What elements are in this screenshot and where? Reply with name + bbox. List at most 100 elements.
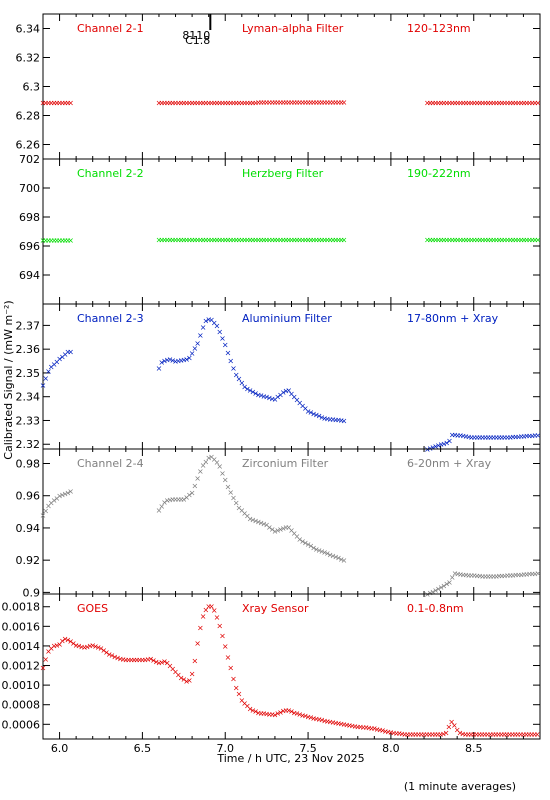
data-point: ×	[269, 235, 276, 244]
data-point: ×	[208, 235, 215, 244]
data-point: ×	[263, 393, 270, 402]
data-point: ×	[360, 723, 367, 732]
data-point: ×	[236, 98, 243, 107]
data-point: ×	[332, 415, 339, 424]
data-point: ×	[186, 98, 193, 107]
data-point: ×	[534, 98, 541, 107]
data-point: ×	[186, 354, 193, 363]
data-point: ×	[139, 656, 146, 665]
panel-label: GOES	[77, 602, 108, 615]
data-point: ×	[67, 637, 74, 646]
data-point: ×	[321, 716, 328, 725]
data-point: ×	[172, 98, 179, 107]
data-point: ×	[269, 394, 276, 403]
data-point: ×	[319, 235, 326, 244]
data-point: ×	[534, 730, 541, 739]
data-point: ×	[294, 98, 301, 107]
y-tick-label: 698	[19, 211, 40, 224]
data-point: ×	[501, 98, 508, 107]
data-point: ×	[183, 677, 190, 686]
data-point: ×	[460, 98, 467, 107]
data-point: ×	[76, 642, 83, 651]
data-point: ×	[460, 570, 467, 579]
data-point: ×	[180, 98, 187, 107]
data-point: ×	[468, 98, 475, 107]
data-point: ×	[435, 98, 442, 107]
data-point: ×	[172, 667, 179, 676]
data-point: ×	[244, 512, 251, 521]
data-point: ×	[167, 355, 174, 364]
chart-panels: 6.26 6.28 6.3 6.32 6.34 Channel 2-1 Lyman-alph…	[2, 13, 541, 755]
data-point: ×	[214, 98, 221, 107]
data-point: ×	[269, 98, 276, 107]
data-point: ×	[437, 730, 444, 739]
data-point: ×	[330, 551, 337, 560]
y-tick-label: 696	[19, 240, 40, 253]
y-tick-label: 0.9	[23, 586, 41, 599]
data-point: ×	[261, 235, 268, 244]
data-point: ×	[401, 730, 408, 739]
data-point: ×	[399, 729, 406, 738]
data-point: ×	[441, 439, 448, 448]
data-point: ×	[230, 98, 237, 107]
data-point: ×	[172, 235, 179, 244]
data-point: ×	[244, 384, 251, 393]
data-point: ×	[521, 570, 528, 579]
data-point: ×	[230, 364, 237, 373]
data-point: ×	[252, 235, 259, 244]
data-point: ×	[269, 710, 276, 719]
data-point: ×	[474, 571, 481, 580]
data-point: ×	[468, 433, 475, 442]
data-point: ×	[532, 431, 539, 440]
data-point: ×	[479, 730, 486, 739]
data-point: ×	[67, 348, 74, 357]
x-axis-label: Time / h UTC, 23 Nov 2025	[216, 752, 364, 765]
data-point: ×	[313, 545, 320, 554]
data-point: ×	[48, 98, 55, 107]
data-point: ×	[512, 235, 519, 244]
data-point: ×	[474, 433, 481, 442]
flare-marker-label-1: 8110	[182, 29, 210, 42]
data-point: ×	[482, 235, 489, 244]
data-point: ×	[219, 632, 226, 641]
data-point: ×	[45, 647, 52, 656]
data-point: ×	[316, 546, 323, 555]
data-point: ×	[40, 511, 47, 520]
data-point: ×	[418, 730, 425, 739]
data-point: ×	[200, 612, 207, 621]
data-point: ×	[164, 235, 171, 244]
y-tick-label: 0.0010	[2, 679, 41, 692]
data-point: ×	[269, 525, 276, 534]
data-point: ×	[432, 586, 439, 595]
data-point: ×	[40, 98, 47, 107]
data-point: ×	[501, 571, 508, 580]
data-point: ×	[241, 382, 248, 391]
data-point: ×	[316, 235, 323, 244]
data-point: ×	[175, 671, 182, 680]
data-point: ×	[78, 642, 85, 651]
data-point: ×	[156, 98, 163, 107]
data-point: ×	[211, 455, 218, 464]
data-point: ×	[203, 316, 210, 325]
data-point: ×	[258, 391, 265, 400]
data-point: ×	[280, 524, 287, 533]
data-point: ×	[183, 235, 190, 244]
data-point: ×	[496, 572, 503, 581]
data-point: ×	[313, 714, 320, 723]
data-point: ×	[62, 489, 69, 498]
data-point: ×	[363, 723, 370, 732]
data-point: ×	[432, 98, 439, 107]
data-point: ×	[341, 98, 348, 107]
data-point: ×	[169, 664, 176, 673]
data-point: ×	[501, 235, 508, 244]
data-point: ×	[484, 730, 491, 739]
data-point: ×	[504, 730, 511, 739]
data-point: ×	[488, 572, 495, 581]
data-point: ×	[332, 235, 339, 244]
data-point: ×	[368, 724, 375, 733]
data-point: ×	[211, 606, 218, 615]
data-point: ×	[233, 684, 240, 693]
data-point: ×	[252, 98, 259, 107]
data-point: ×	[299, 235, 306, 244]
panel-label: 120-123nm	[407, 22, 471, 35]
